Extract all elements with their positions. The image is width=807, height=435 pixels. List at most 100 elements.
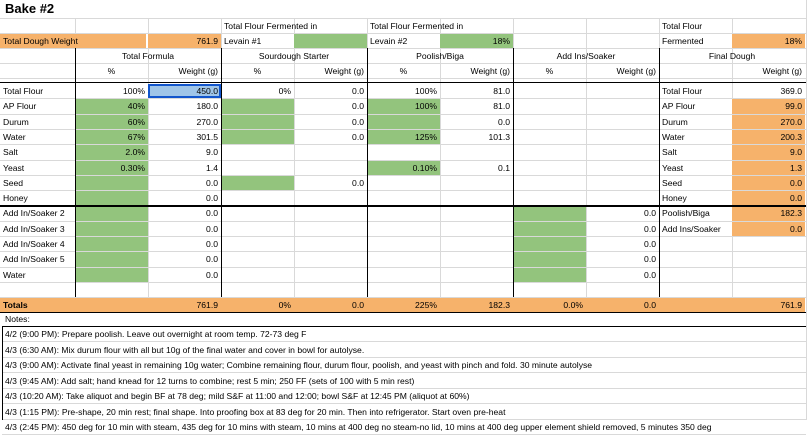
addin-pct[interactable] [513, 115, 586, 129]
starter-weight: 0.0 [352, 86, 364, 96]
row-label: Seed [3, 178, 24, 188]
starter-pct[interactable] [221, 99, 294, 114]
totals-addin-pct: 0.0% [513, 298, 586, 312]
starter-pct[interactable] [221, 130, 294, 144]
poolish-pct[interactable]: 100% [367, 99, 440, 114]
total-formula-pct[interactable]: 40% [75, 99, 148, 114]
total-formula-weight[interactable]: 0.0 [206, 270, 218, 280]
total-formula-pct[interactable] [75, 222, 148, 236]
addin-pct[interactable] [513, 206, 586, 221]
addin-weight [586, 145, 659, 160]
starter-pct[interactable]: 0% [278, 86, 291, 96]
addin-pct[interactable] [513, 99, 586, 114]
addin-pct[interactable] [513, 145, 586, 160]
starter-pct[interactable] [221, 252, 294, 267]
starter-pct[interactable] [221, 161, 294, 175]
total-formula-weight[interactable]: 0.0 [206, 208, 218, 218]
total-formula-pct[interactable] [75, 206, 148, 221]
poolish-pct[interactable]: 100% [415, 86, 437, 96]
total-formula-pct[interactable] [75, 191, 148, 205]
addin-pct[interactable] [513, 252, 586, 267]
total-formula-pct[interactable]: 100% [123, 86, 145, 96]
grid-line [221, 48, 222, 297]
starter-pct[interactable] [221, 222, 294, 236]
poolish-pct[interactable]: 125% [367, 130, 440, 144]
total-formula-weight[interactable]: 301.5 [196, 132, 218, 142]
total-formula-weight[interactable]: 0.0 [206, 193, 218, 203]
poolish-weight: 0.0 [498, 117, 510, 127]
total-formula-weight[interactable]: 0.0 [206, 178, 218, 188]
starter-weight [294, 206, 367, 221]
addin-pct[interactable] [513, 268, 586, 282]
starter-weight [294, 237, 367, 251]
addin-pct[interactable] [513, 130, 586, 144]
addin-pct[interactable] [513, 161, 586, 175]
starter-pct[interactable] [221, 206, 294, 221]
final-dough-label: Honey [662, 193, 687, 203]
weight-header: Weight (g) [762, 66, 802, 76]
selected-cell[interactable]: 450.0 [148, 84, 221, 98]
final-dough-weight: 200.3 [732, 130, 805, 144]
total-formula-pct[interactable] [75, 268, 148, 282]
grid-line [2, 326, 806, 327]
total-formula-weight[interactable]: 0.0 [206, 254, 218, 264]
total-formula-weight[interactable]: 0.0 [206, 239, 218, 249]
poolish-pct[interactable] [367, 145, 440, 160]
note-line[interactable]: 4/3 (1:15 PM): Pre-shape, 20 min rest; f… [5, 407, 506, 417]
total-formula-pct[interactable] [75, 176, 148, 190]
total-formula-weight[interactable]: 0.0 [206, 224, 218, 234]
poolish-pct[interactable] [367, 237, 440, 251]
section-sourdough-starter: Sourdough Starter [258, 51, 330, 61]
starter-pct[interactable] [221, 115, 294, 129]
pct-header: % [253, 66, 262, 76]
poolish-pct[interactable] [367, 222, 440, 236]
starter-pct[interactable] [221, 191, 294, 205]
totals-addin-weight: 0.0 [586, 298, 659, 312]
note-line[interactable]: 4/3 (2:45 PM): 450 deg for 10 min with s… [5, 422, 712, 432]
poolish-pct[interactable] [367, 191, 440, 205]
grid-line [0, 48, 806, 49]
total-formula-weight[interactable]: 270.0 [196, 117, 218, 127]
addin-pct[interactable] [513, 222, 586, 236]
tff-levain1-value[interactable] [294, 34, 367, 48]
total-formula-pct[interactable]: 2.0% [75, 145, 148, 160]
total-flour-fermented-value: 18% [732, 34, 805, 48]
poolish-pct[interactable] [367, 115, 440, 129]
grid-line [2, 388, 806, 389]
starter-pct[interactable] [221, 145, 294, 160]
addin-pct[interactable] [513, 191, 586, 205]
grid-line [0, 251, 806, 252]
note-line[interactable]: 4/3 (9:45 AM): Add salt; hand knead for … [5, 376, 415, 386]
note-line[interactable]: 4/3 (10:20 AM): Take aliquot and begin B… [5, 391, 470, 401]
grid-line [0, 175, 806, 176]
note-line[interactable]: 4/2 (9:00 PM): Prepare poolish. Leave ou… [5, 329, 307, 339]
poolish-weight [440, 176, 513, 190]
total-formula-pct[interactable] [75, 237, 148, 251]
addin-pct[interactable] [513, 237, 586, 251]
starter-pct[interactable] [221, 237, 294, 251]
poolish-pct[interactable] [367, 206, 440, 221]
final-dough-weight: 0.0 [732, 176, 805, 190]
starter-pct[interactable] [221, 176, 294, 190]
grid-line [0, 297, 806, 298]
starter-pct[interactable] [221, 268, 294, 282]
total-formula-pct[interactable]: 67% [75, 130, 148, 144]
total-formula-pct[interactable]: 60% [75, 115, 148, 129]
addin-pct[interactable] [513, 176, 586, 190]
addin-pct[interactable] [513, 84, 586, 98]
total-formula-pct[interactable]: 0.30% [75, 161, 148, 175]
note-line[interactable]: 4/3 (9:00 AM): Activate final yeast in r… [5, 360, 593, 370]
poolish-pct[interactable]: 0.10% [367, 161, 440, 175]
poolish-pct[interactable] [367, 268, 440, 282]
poolish-pct[interactable] [367, 252, 440, 267]
starter-weight [294, 145, 367, 160]
tff-levain2-value[interactable]: 18% [440, 34, 513, 48]
poolish-weight [440, 145, 513, 160]
total-formula-pct[interactable] [75, 252, 148, 267]
poolish-pct[interactable] [367, 176, 440, 190]
total-formula-weight[interactable]: 9.0 [206, 147, 218, 157]
total-formula-weight[interactable]: 1.4 [206, 163, 218, 173]
notes-label: Notes: [5, 314, 30, 324]
note-line[interactable]: 4/3 (6:30 AM): Mix durum flour with all … [5, 345, 365, 355]
total-formula-weight[interactable]: 180.0 [196, 101, 218, 111]
